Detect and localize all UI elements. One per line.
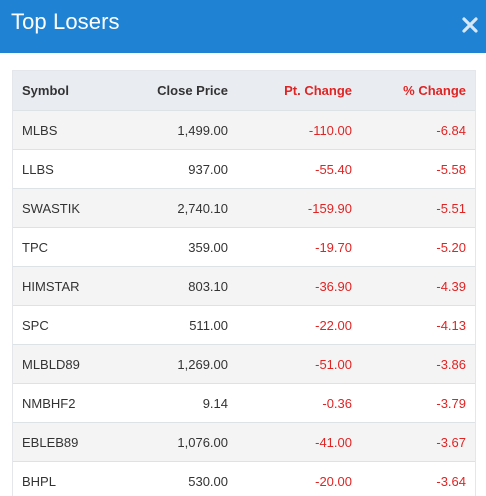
pct-change-cell: -3.67 [352, 422, 475, 462]
table-row[interactable]: SWASTIK 2,740.10 -159.90 -5.51 [13, 188, 475, 228]
pct-change-cell: -4.39 [352, 266, 475, 306]
symbol-cell: LLBS [13, 149, 113, 189]
close-price-cell: 1,499.00 [113, 110, 228, 150]
symbol-cell: BHPL [13, 461, 113, 496]
pct-change-cell: -5.51 [352, 188, 475, 228]
table-row[interactable]: SPC 511.00 -22.00 -4.13 [13, 305, 475, 345]
table-header-row: Symbol Close Price Pt. Change % Change [13, 71, 475, 111]
pct-change-cell: -3.86 [352, 344, 475, 384]
column-header-pct-change[interactable]: % Change [352, 71, 475, 111]
pt-change-cell: -159.90 [228, 188, 352, 228]
close-price-cell: 530.00 [113, 461, 228, 496]
symbol-cell: TPC [13, 227, 113, 267]
table-row[interactable]: BHPL 530.00 -20.00 -3.64 [13, 461, 475, 496]
table-row[interactable]: LLBS 937.00 -55.40 -5.58 [13, 149, 475, 189]
symbol-cell: EBLEB89 [13, 422, 113, 462]
column-header-symbol[interactable]: Symbol [13, 71, 113, 111]
close-price-cell: 1,269.00 [113, 344, 228, 384]
pt-change-cell: -0.36 [228, 383, 352, 423]
column-header-close-price[interactable]: Close Price [113, 71, 228, 111]
pt-change-cell: -22.00 [228, 305, 352, 345]
pt-change-cell: -110.00 [228, 110, 352, 150]
symbol-cell: SWASTIK [13, 188, 113, 228]
pct-change-cell: -3.64 [352, 461, 475, 496]
close-button[interactable] [458, 12, 482, 38]
close-price-cell: 359.00 [113, 227, 228, 267]
pt-change-cell: -51.00 [228, 344, 352, 384]
pt-change-cell: -55.40 [228, 149, 352, 189]
close-price-cell: 511.00 [113, 305, 228, 345]
pt-change-cell: -19.70 [228, 227, 352, 267]
close-price-cell: 1,076.00 [113, 422, 228, 462]
pct-change-cell: -4.13 [352, 305, 475, 345]
symbol-cell: MLBS [13, 110, 113, 150]
pct-change-cell: -3.79 [352, 383, 475, 423]
pt-change-cell: -36.90 [228, 266, 352, 306]
close-price-cell: 803.10 [113, 266, 228, 306]
close-price-cell: 2,740.10 [113, 188, 228, 228]
symbol-cell: MLBLD89 [13, 344, 113, 384]
pct-change-cell: -6.84 [352, 110, 475, 150]
modal-title: Top Losers [11, 9, 120, 34]
table-row[interactable]: TPC 359.00 -19.70 -5.20 [13, 227, 475, 267]
column-header-pt-change[interactable]: Pt. Change [228, 71, 352, 111]
table-row[interactable]: HIMSTAR 803.10 -36.90 -4.39 [13, 266, 475, 306]
modal-header: Top Losers [0, 0, 486, 53]
symbol-cell: NMBHF2 [13, 383, 113, 423]
close-price-cell: 9.14 [113, 383, 228, 423]
close-icon[interactable] [458, 12, 482, 38]
pct-change-cell: -5.20 [352, 227, 475, 267]
table-row[interactable]: NMBHF2 9.14 -0.36 -3.79 [13, 383, 475, 423]
symbol-cell: HIMSTAR [13, 266, 113, 306]
table-row[interactable]: MLBLD89 1,269.00 -51.00 -3.86 [13, 344, 475, 384]
pt-change-cell: -20.00 [228, 461, 352, 496]
table-row[interactable]: EBLEB89 1,076.00 -41.00 -3.67 [13, 422, 475, 462]
close-price-cell: 937.00 [113, 149, 228, 189]
table-row[interactable]: MLBS 1,499.00 -110.00 -6.84 [13, 110, 475, 150]
top-losers-table: Symbol Close Price Pt. Change % Change M… [12, 70, 476, 496]
symbol-cell: SPC [13, 305, 113, 345]
pt-change-cell: -41.00 [228, 422, 352, 462]
pct-change-cell: -5.58 [352, 149, 475, 189]
